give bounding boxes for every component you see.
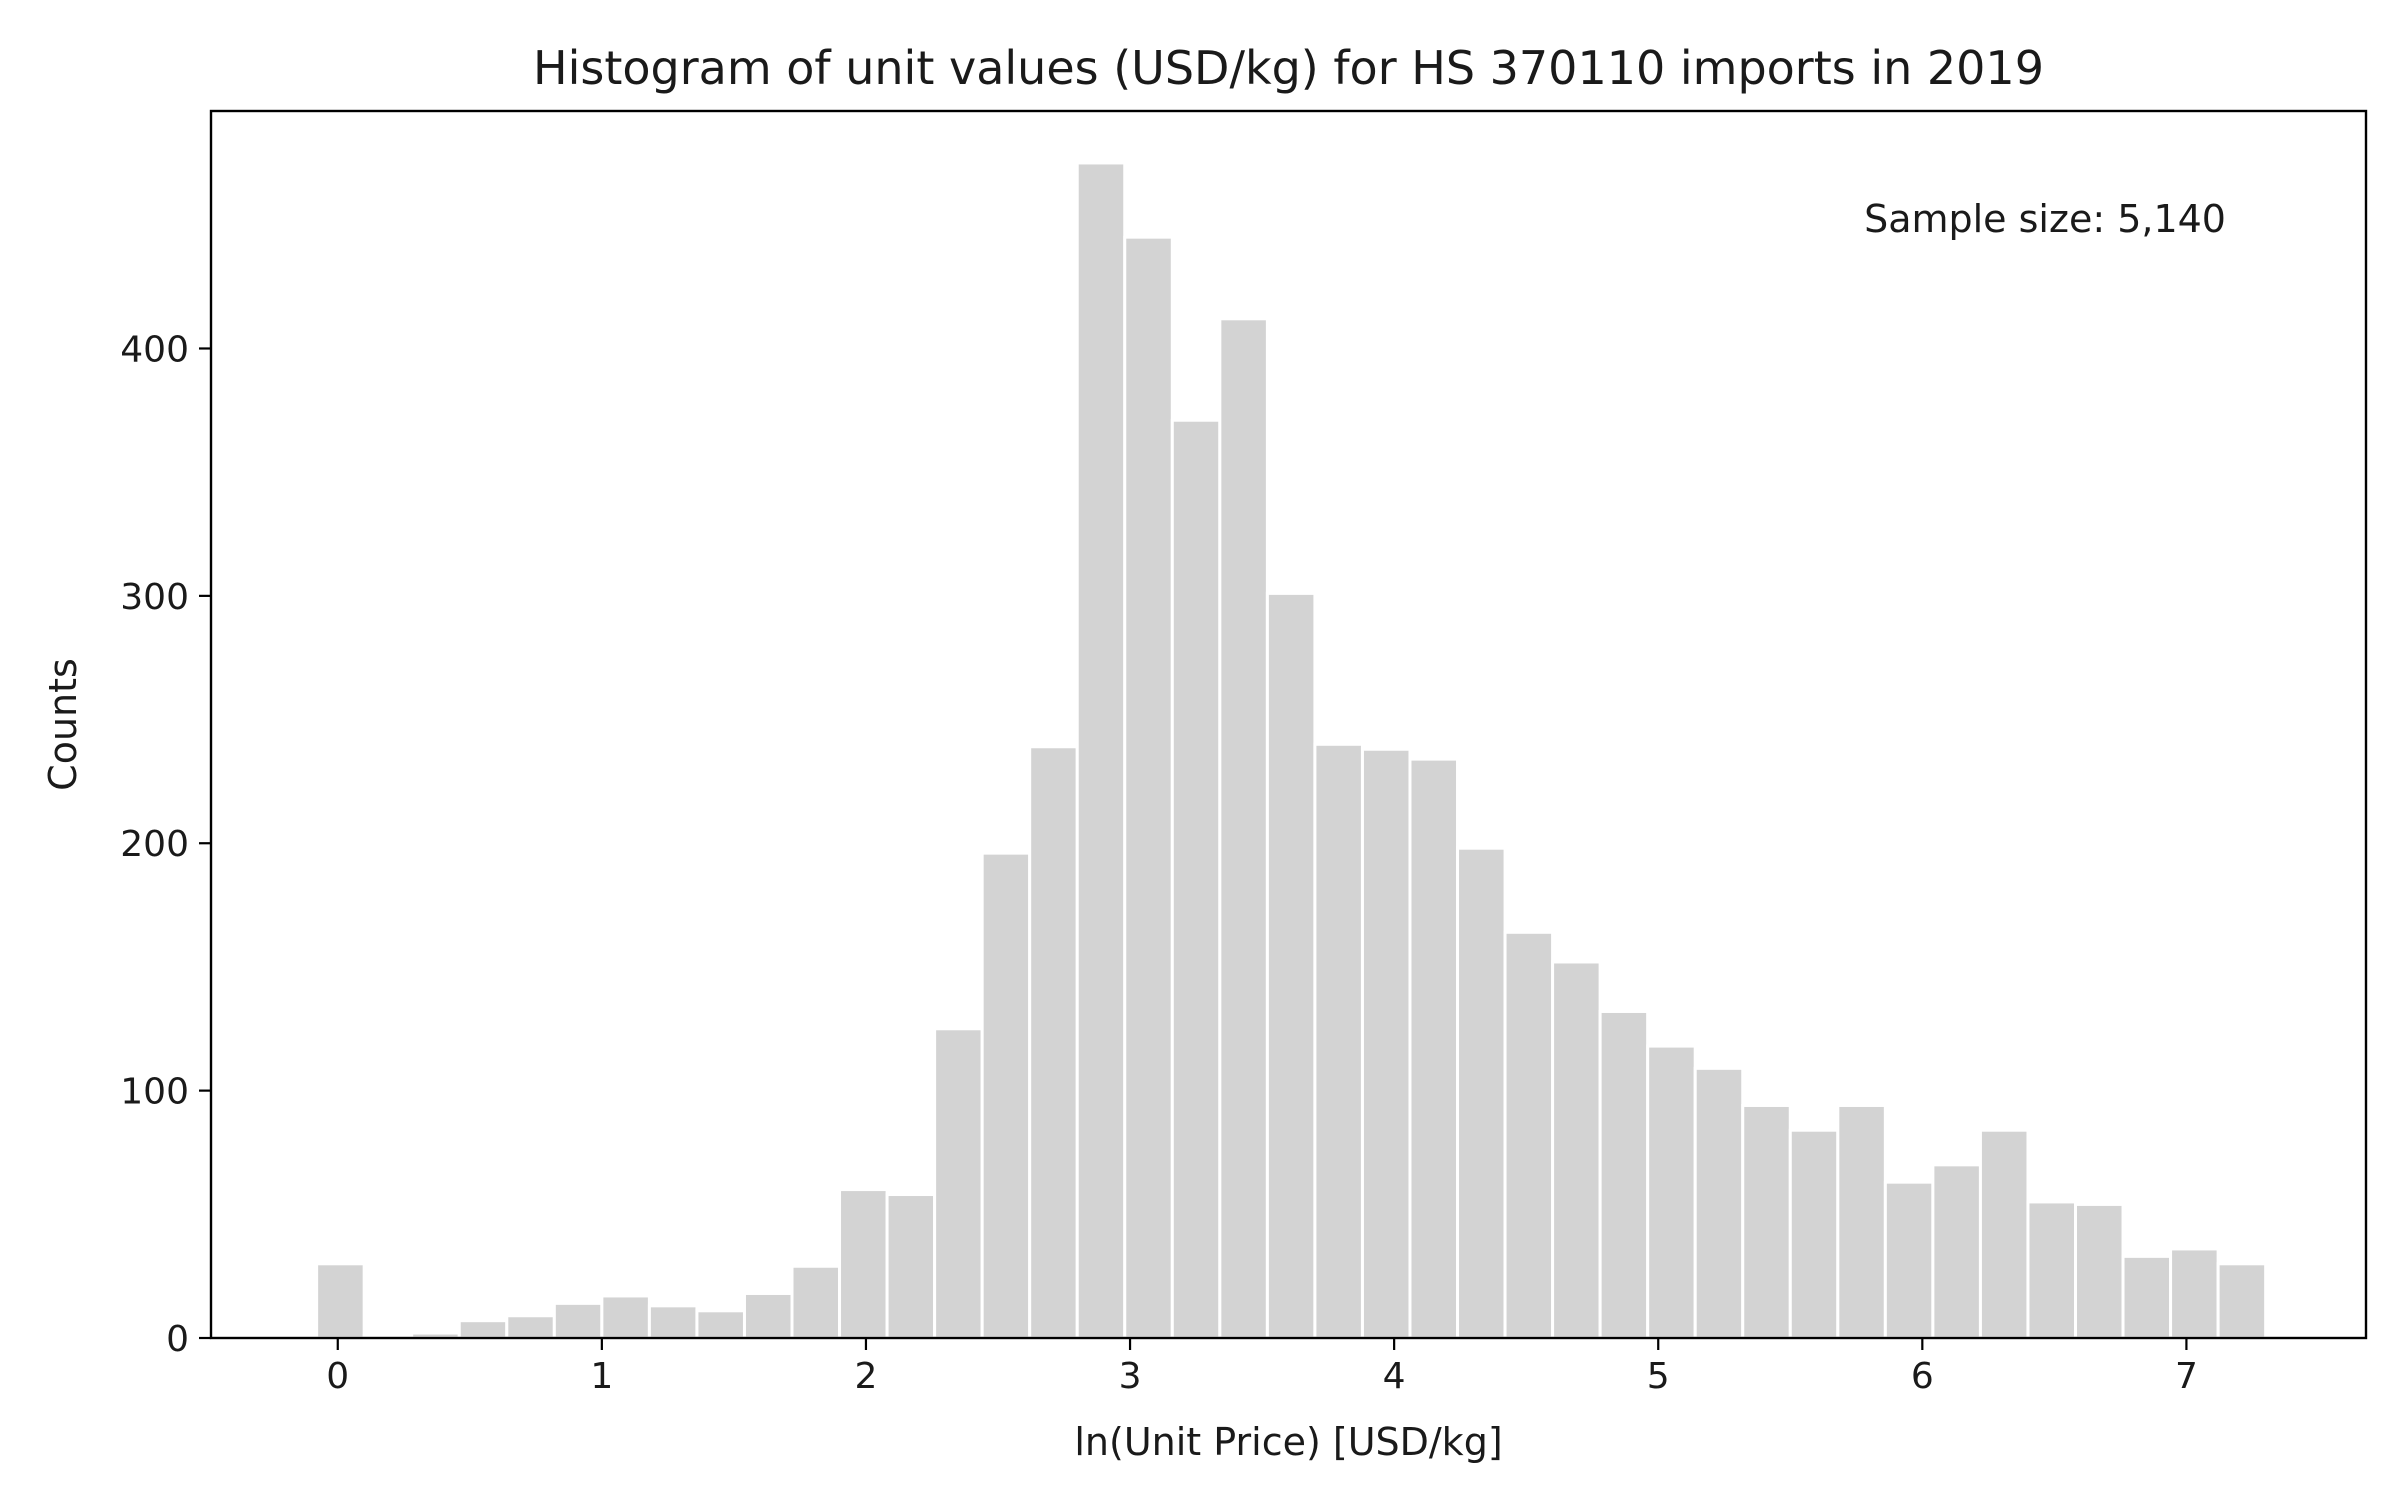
y-tick-label: 400 bbox=[120, 329, 189, 370]
histogram-bar bbox=[2073, 1202, 2125, 1340]
histogram-bar bbox=[647, 1304, 699, 1340]
y-tick-label: 0 bbox=[166, 1319, 189, 1360]
histogram-bar bbox=[1170, 418, 1222, 1340]
histogram-bar bbox=[742, 1291, 794, 1340]
histogram-bar bbox=[2026, 1200, 2077, 1340]
histogram-bar bbox=[1265, 591, 1317, 1340]
histogram-bar bbox=[695, 1309, 746, 1340]
x-tick-label: 7 bbox=[2175, 1356, 2198, 1397]
y-tick-label: 200 bbox=[120, 824, 189, 865]
histogram-bar bbox=[1408, 757, 1460, 1340]
x-tick-label: 6 bbox=[1911, 1356, 1934, 1397]
histogram-bar bbox=[1456, 846, 1507, 1340]
x-tick-label: 1 bbox=[590, 1356, 613, 1397]
histogram-bar bbox=[1931, 1163, 1982, 1340]
histogram-bar bbox=[505, 1314, 556, 1340]
x-tick-label: 5 bbox=[1647, 1356, 1670, 1397]
histogram-bar bbox=[600, 1294, 651, 1340]
histogram-bar bbox=[1741, 1103, 1792, 1340]
histogram-bar bbox=[885, 1193, 937, 1340]
histogram-bar bbox=[933, 1027, 984, 1340]
sample-size-annotation: Sample size: 5,140 bbox=[1864, 197, 2226, 241]
x-axis-label: ln(Unit Price) [USD/kg] bbox=[1074, 1420, 1502, 1464]
histogram-bar bbox=[1978, 1128, 2030, 1340]
histogram-bar bbox=[457, 1319, 509, 1340]
histogram-bar bbox=[1075, 161, 1127, 1340]
histogram-bar bbox=[1551, 960, 1602, 1340]
x-tick-label: 2 bbox=[854, 1356, 877, 1397]
histogram-bar bbox=[1218, 317, 1269, 1340]
axes-frame bbox=[209, 109, 2368, 1340]
histogram-bar bbox=[1836, 1103, 1887, 1340]
histogram-bar bbox=[1646, 1044, 1697, 1340]
histogram-bar bbox=[1313, 742, 1364, 1340]
histogram-bar bbox=[552, 1301, 604, 1340]
histogram-bar bbox=[2216, 1262, 2268, 1340]
x-tick-label: 4 bbox=[1383, 1356, 1406, 1397]
histogram-bar bbox=[1693, 1066, 1745, 1340]
y-axis-label: Counts bbox=[41, 658, 85, 791]
y-tick-label: 300 bbox=[120, 577, 189, 618]
histogram-bar bbox=[1360, 747, 1412, 1340]
y-tick-label: 100 bbox=[120, 1072, 189, 1113]
histogram-bar bbox=[1123, 235, 1174, 1340]
histogram-bar bbox=[2169, 1247, 2220, 1340]
x-axis-ticks: 0 1 2 3 4 5 6 7 bbox=[326, 1338, 2198, 1397]
histogram-bar bbox=[1503, 930, 1555, 1340]
y-axis-ticks: 0 100 200 300 400 bbox=[120, 329, 211, 1360]
histogram-bar bbox=[2121, 1254, 2173, 1340]
histogram-bar bbox=[980, 851, 1032, 1340]
histogram-bar bbox=[1598, 1009, 1650, 1340]
histogram-bar bbox=[790, 1264, 842, 1340]
histogram-bar bbox=[315, 1262, 366, 1340]
histogram-bar bbox=[1883, 1180, 1935, 1340]
histogram-bar bbox=[838, 1188, 889, 1340]
x-tick-label: 3 bbox=[1119, 1356, 1142, 1397]
histogram-bar bbox=[1028, 745, 1079, 1340]
chart-title: Histogram of unit values (USD/kg) for HS… bbox=[533, 41, 2044, 95]
histogram-bar bbox=[1788, 1128, 1840, 1340]
x-tick-label: 0 bbox=[326, 1356, 349, 1397]
